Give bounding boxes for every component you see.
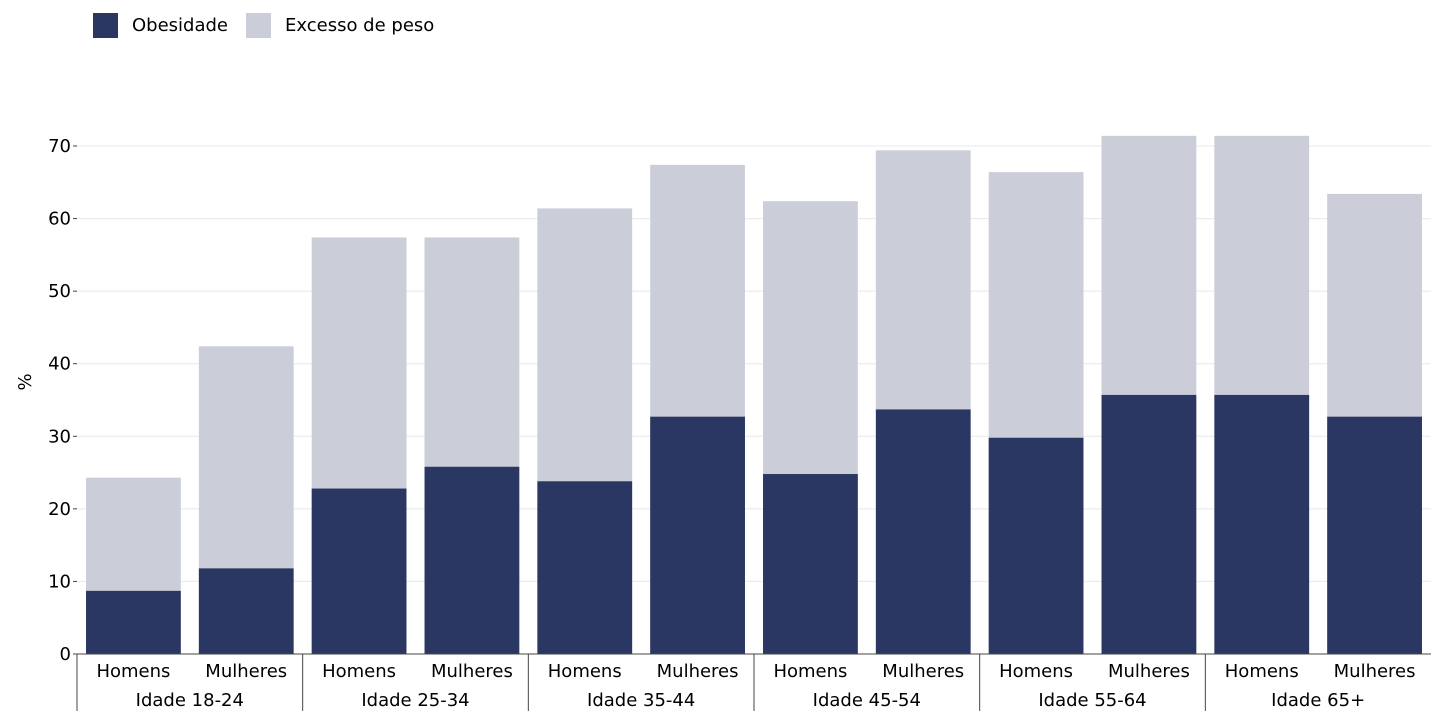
bar-obesidade-8 <box>988 437 1084 654</box>
bar-obesidade-2 <box>311 488 407 654</box>
x-tick-label-homens: Homens <box>322 661 396 682</box>
bar-obesidade-11 <box>1327 416 1422 654</box>
y-tick-label: 20 <box>48 499 71 520</box>
bar-obesidade-7 <box>875 409 971 654</box>
legend-label-excesso-de-peso: Excesso de peso <box>285 15 435 36</box>
y-tick-label: 30 <box>48 426 71 447</box>
bar-obesidade-1 <box>198 568 294 654</box>
x-tick-label-mulheres: Mulheres <box>1108 661 1190 682</box>
legend-item-excesso-de-peso[interactable]: Excesso de peso <box>246 13 434 38</box>
bar-obesidade-4 <box>537 481 633 654</box>
legend-swatch-obesidade <box>93 13 118 38</box>
y-tick-label: 60 <box>48 209 71 230</box>
grid-lines <box>77 145 1431 582</box>
y-tick-label: 40 <box>48 354 71 375</box>
y-axis-label: % <box>15 373 36 390</box>
bar-obesidade-0 <box>86 590 181 654</box>
x-tick-label-mulheres: Mulheres <box>1334 661 1416 682</box>
y-tick-label: 70 <box>48 136 71 157</box>
bar-obesidade-3 <box>424 466 520 654</box>
x-tick-label-mulheres: Mulheres <box>657 661 739 682</box>
x-tick-label-mulheres: Mulheres <box>882 661 964 682</box>
x-group-label: Idade 55-64 <box>1038 690 1146 711</box>
y-axis: 0 10 20 30 40 50 60 70 <box>48 136 78 711</box>
x-group-label: Idade 65+ <box>1271 690 1365 711</box>
legend-item-obesidade[interactable]: Obesidade <box>93 13 228 38</box>
bar-obesidade-6 <box>763 474 858 654</box>
legend-label-obesidade: Obesidade <box>132 15 229 36</box>
x-tick-label-mulheres: Mulheres <box>431 661 513 682</box>
x-tick-label-homens: Homens <box>999 661 1073 682</box>
bar-obesidade-9 <box>1101 394 1197 654</box>
bars <box>86 135 1422 655</box>
x-tick-label-mulheres: Mulheres <box>205 661 287 682</box>
x-tick-label-homens: Homens <box>548 661 622 682</box>
x-axis: Homens Mulheres Homens Mulheres Homens Mulher… <box>77 653 1431 711</box>
x-tick-label-homens: Homens <box>1225 661 1299 682</box>
legend: Obesidade Excesso de peso <box>93 13 452 38</box>
y-tick-label: 10 <box>48 571 71 592</box>
x-tick-label-homens: Homens <box>773 661 847 682</box>
legend-swatch-excesso-de-peso <box>246 13 272 38</box>
x-group-label: Idade 35-44 <box>587 690 695 711</box>
y-tick-label: 50 <box>48 281 71 302</box>
y-tick-label: 0 <box>60 644 71 665</box>
x-group-label: Idade 45-54 <box>813 690 921 711</box>
bar-obesidade-10 <box>1214 394 1310 654</box>
bar-obesidade-5 <box>650 416 745 654</box>
x-group-label: Idade 18-24 <box>136 690 244 711</box>
x-group-label: Idade 25-34 <box>361 690 469 711</box>
x-tick-label-homens: Homens <box>96 661 170 682</box>
